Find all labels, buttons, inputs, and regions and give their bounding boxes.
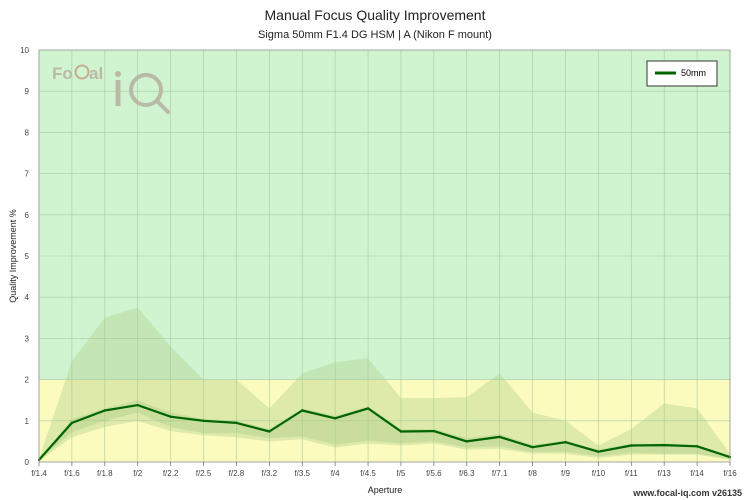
data-point xyxy=(136,403,139,407)
data-point xyxy=(202,419,205,422)
plot-area xyxy=(37,49,732,463)
data-point xyxy=(564,441,567,444)
magnifier-handle xyxy=(155,99,170,114)
series-line xyxy=(38,404,731,461)
x-tick-label: f/2 xyxy=(133,469,142,478)
range-inner-area xyxy=(39,400,730,461)
magnifier-icon xyxy=(129,73,163,107)
y-tick-label: 7 xyxy=(25,170,30,179)
focal-iq-logo: Fo al xyxy=(52,64,170,114)
x-tick-label: f/8 xyxy=(528,469,537,478)
x-tick-label: f/4 xyxy=(331,469,340,478)
data-point xyxy=(695,445,699,448)
logo-c-ring xyxy=(74,64,90,80)
y-tick-label: 1 xyxy=(25,417,30,426)
data-point xyxy=(597,450,600,453)
logo-i-dot xyxy=(115,71,121,77)
chart-subtitle: Sigma 50mm F1.4 DG HSM | A (Nikon F moun… xyxy=(258,29,492,41)
x-tick-label: f/2.8 xyxy=(229,469,245,478)
y-tick-label: 5 xyxy=(25,252,30,261)
y-tick-label: 0 xyxy=(25,458,30,467)
data-point xyxy=(465,440,468,443)
x-tick-label: f/2.5 xyxy=(196,469,212,478)
x-tick-label: f/6.3 xyxy=(459,469,475,478)
y-tick-label: 6 xyxy=(25,211,30,220)
x-tick-label: f/3.2 xyxy=(262,469,278,478)
x-tick-label: f/16 xyxy=(723,469,737,478)
data-point xyxy=(70,421,74,425)
x-tick-label: f/2.2 xyxy=(163,469,179,478)
x-tick-label: f/5 xyxy=(396,469,405,478)
y-tick-label: 8 xyxy=(25,128,30,137)
x-tick-label: f/3.5 xyxy=(294,469,310,478)
logo-text-fo: Fo xyxy=(52,64,73,83)
x-tick-label: f/1.6 xyxy=(64,469,80,478)
chart-title: Manual Focus Quality Improvement xyxy=(265,7,486,23)
x-tick-label: f/14 xyxy=(690,469,704,478)
legend-label: 50mm xyxy=(681,68,706,78)
data-point xyxy=(103,409,107,412)
data-point xyxy=(662,443,666,447)
logo-text-al: al xyxy=(89,64,103,83)
x-axis-ticks: f/1.4 f/1.6 f/1.8 f/2 f/2.2 f/2.5 f/2.8 f/3.2 f/… xyxy=(31,462,737,478)
footer-version: www.focal-iq.com v26135 xyxy=(632,488,742,498)
data-point xyxy=(399,430,403,433)
data-point xyxy=(531,445,534,449)
y-tick-label: 2 xyxy=(25,376,30,385)
data-point xyxy=(333,417,337,420)
y-tick-label: 10 xyxy=(20,46,29,55)
y-tick-label: 3 xyxy=(25,334,30,343)
x-tick-label: f/1.8 xyxy=(97,469,113,478)
data-point xyxy=(498,435,501,439)
x-tick-label: f/7.1 xyxy=(492,469,508,478)
x-tick-label: f/1.4 xyxy=(31,469,47,478)
x-tick-label: f/13 xyxy=(658,469,672,478)
y-tick-label: 9 xyxy=(25,87,30,96)
x-tick-label: f/5.6 xyxy=(426,469,442,478)
y-tick-label: 4 xyxy=(25,293,30,302)
y-axis-label: Quality Improvement % xyxy=(8,209,18,303)
plot-border xyxy=(38,49,731,463)
x-tick-label: f/4.5 xyxy=(360,469,376,478)
data-point xyxy=(301,409,304,412)
range-outer-area xyxy=(39,307,730,462)
data-point xyxy=(169,415,172,418)
x-tick-label: f/11 xyxy=(625,469,638,478)
data-point xyxy=(432,429,436,433)
data-point xyxy=(235,421,238,425)
legend: 50mm xyxy=(646,60,718,87)
x-tick-label: f/9 xyxy=(561,469,570,478)
data-point xyxy=(366,407,370,410)
x-axis-label: Aperture xyxy=(368,485,403,495)
data-point xyxy=(268,430,271,433)
data-point xyxy=(630,444,633,447)
x-tick-label: f/10 xyxy=(592,469,606,478)
y-axis-ticks: 0 1 2 3 4 5 6 7 8 9 10 xyxy=(20,46,29,467)
